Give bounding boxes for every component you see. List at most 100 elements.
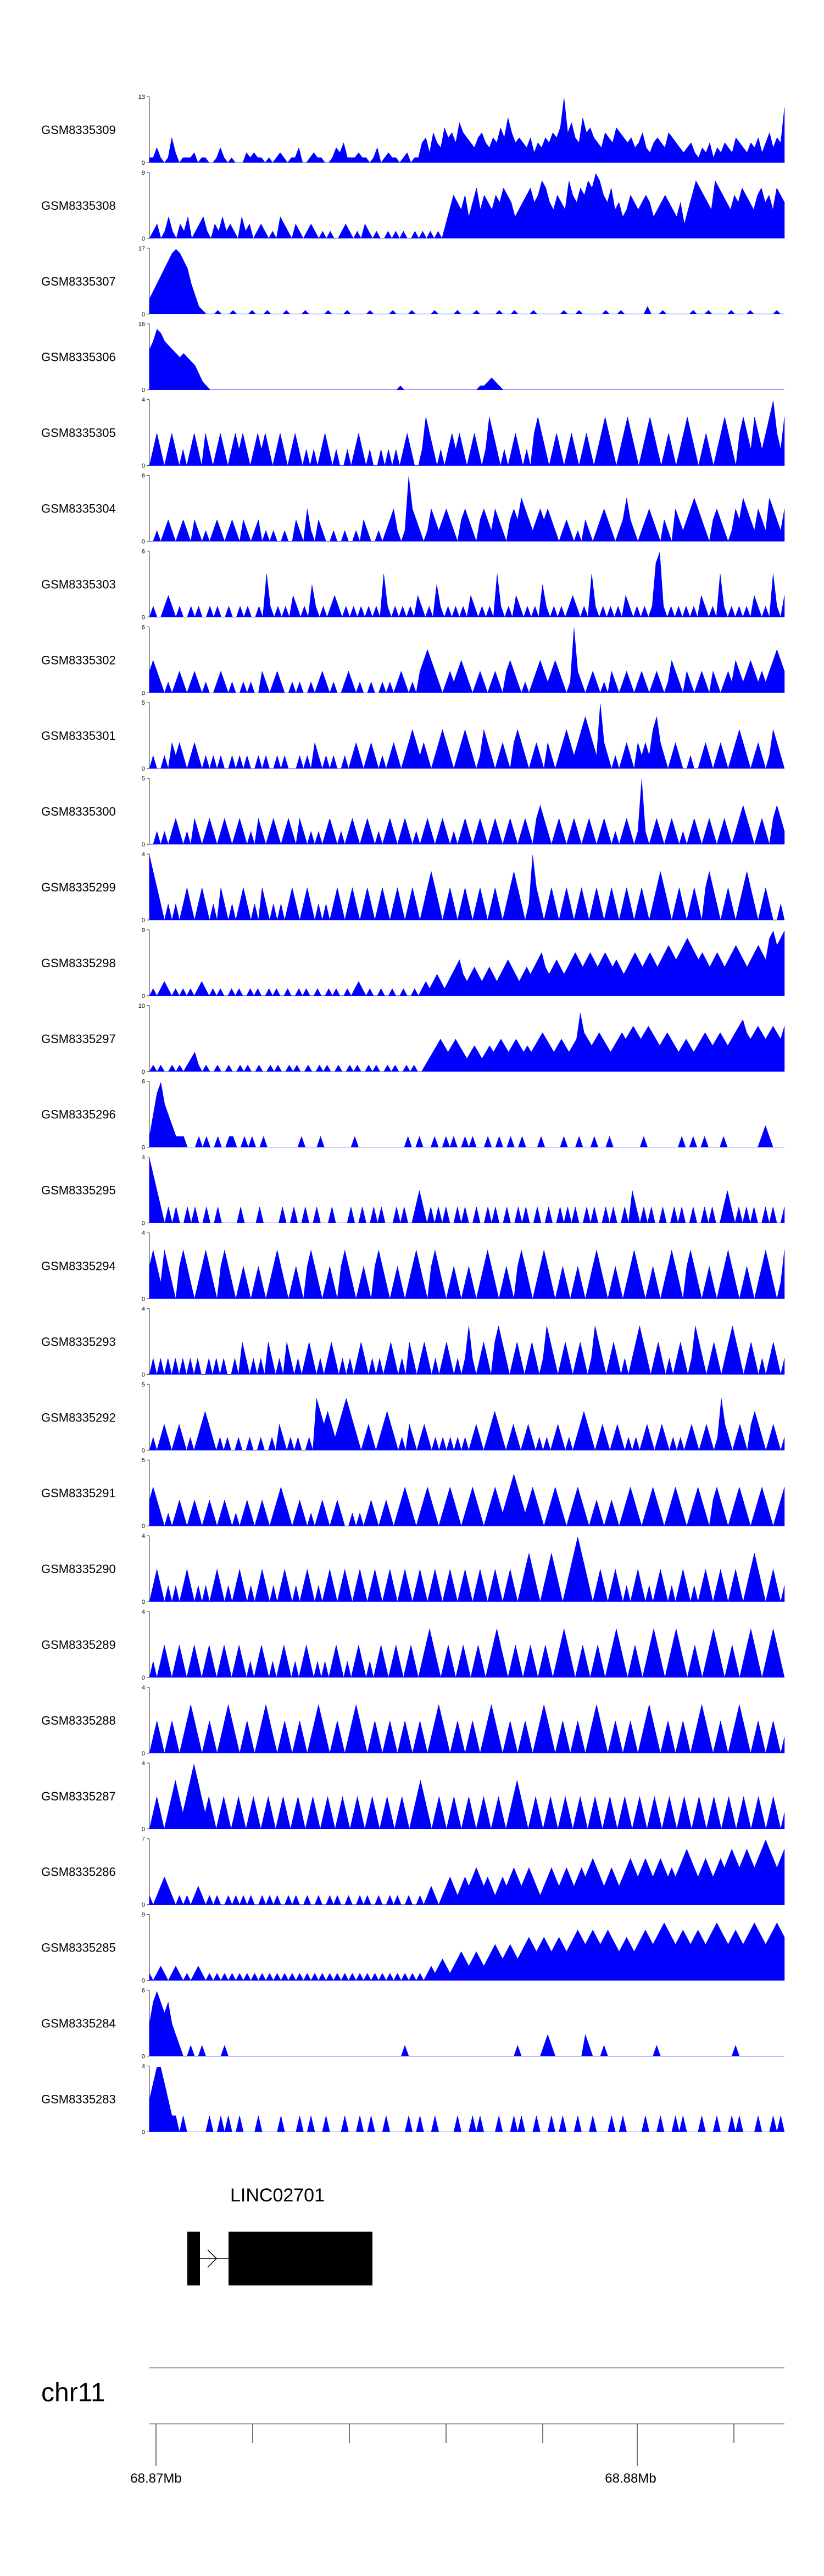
coverage-area <box>149 1629 785 1678</box>
track-label: GSM8335285 <box>41 1941 116 1955</box>
gene-label: LINC02701 <box>230 2185 325 2206</box>
coverage-area <box>149 1250 785 1299</box>
track-y-min-label: 0 <box>142 1220 145 1227</box>
track-y-max-label: 4 <box>142 1230 145 1237</box>
track-label: GSM8335298 <box>41 956 116 970</box>
track-GSM8335299: GSM8335299 4 0 <box>41 851 785 924</box>
coverage-area <box>149 628 785 694</box>
track-GSM8335293: GSM8335293 4 0 <box>41 1306 785 1378</box>
track-GSM8335292: GSM8335292 5 0 <box>41 1381 785 1454</box>
track-y-min-label: 0 <box>142 766 145 772</box>
track-GSM8335295: GSM8335295 4 0 <box>41 1155 785 1227</box>
track-y-min-label: 0 <box>142 160 145 166</box>
track-label: GSM8335297 <box>41 1032 116 1046</box>
track-label: GSM8335303 <box>41 577 116 591</box>
track-y-min-label: 0 <box>142 690 145 696</box>
coverage-area <box>149 476 785 542</box>
track-GSM8335308: GSM8335308 9 0 <box>41 170 785 242</box>
track-label: GSM8335295 <box>41 1184 116 1197</box>
track-label: GSM8335308 <box>41 199 116 213</box>
track-label: GSM8335306 <box>41 350 116 364</box>
track-y-max-label: 4 <box>142 2063 145 2070</box>
track-y-min-label: 0 <box>142 1826 145 1833</box>
track-GSM8335291: GSM8335291 5 0 <box>41 1457 785 1530</box>
track-label: GSM8335284 <box>41 2017 116 2031</box>
track-GSM8335294: GSM8335294 4 0 <box>41 1230 785 1303</box>
coverage-area <box>149 855 785 921</box>
gene-exon-2 <box>229 2232 372 2285</box>
track-y-min-label: 0 <box>142 1750 145 1757</box>
track-y-max-label: 5 <box>142 1381 145 1388</box>
track-GSM8335302: GSM8335302 6 0 <box>41 624 785 696</box>
ideogram-axis-track: chr11 68.87Mb 68.88Mb <box>41 2367 784 2486</box>
strand-arrow-icon <box>207 2249 218 2268</box>
track-y-min-label: 0 <box>142 993 145 1000</box>
track-label: GSM8335290 <box>41 1562 116 1576</box>
track-y-min-label: 0 <box>142 463 145 470</box>
track-label: GSM8335299 <box>41 880 116 894</box>
track-y-min-label: 0 <box>142 311 145 318</box>
track-GSM8335303: GSM8335303 6 0 <box>41 548 785 621</box>
track-y-max-label: 4 <box>142 1155 145 1161</box>
track-y-max-label: 6 <box>142 1988 145 1994</box>
track-label: GSM8335309 <box>41 123 116 137</box>
track-y-min-label: 0 <box>142 614 145 621</box>
track-y-min-label: 0 <box>142 1371 145 1378</box>
track-label: GSM8335300 <box>41 805 116 818</box>
track-y-max-label: 4 <box>142 1533 145 1540</box>
track-y-min-label: 0 <box>142 1523 145 1530</box>
track-label: GSM8335301 <box>41 729 116 743</box>
track-y-max-label: 13 <box>138 94 145 101</box>
track-label: GSM8335288 <box>41 1714 116 1727</box>
coverage-area <box>149 1839 785 1905</box>
track-y-max-label: 4 <box>142 1609 145 1615</box>
track-y-min-label: 0 <box>142 1599 145 1605</box>
track-GSM8335285: GSM8335285 9 0 <box>41 1912 785 1984</box>
track-GSM8335286: GSM8335286 7 0 <box>41 1836 785 1909</box>
track-y-max-label: 4 <box>142 1306 145 1312</box>
track-y-max-label: 6 <box>142 548 145 555</box>
coverage-area <box>149 173 785 239</box>
track-y-min-label: 0 <box>142 1902 145 1909</box>
coverage-area <box>149 1325 785 1375</box>
track-GSM8335298: GSM8335298 9 0 <box>41 927 785 1000</box>
track-y-max-label: 5 <box>142 1457 145 1464</box>
track-GSM8335283: GSM8335283 4 0 <box>41 2063 785 2135</box>
track-label: GSM8335292 <box>41 1410 116 1424</box>
chromosome-label: chr11 <box>41 2378 105 2407</box>
track-GSM8335301: GSM8335301 5 0 <box>41 700 785 772</box>
track-y-max-label: 4 <box>142 1760 145 1767</box>
track-label: GSM8335296 <box>41 1108 116 1122</box>
track-y-max-label: 6 <box>142 624 145 631</box>
track-y-min-label: 0 <box>142 1069 145 1075</box>
coverage-area <box>149 2067 785 2132</box>
track-y-min-label: 0 <box>142 387 145 394</box>
track-y-min-label: 0 <box>142 841 145 848</box>
track-y-min-label: 0 <box>142 2129 145 2135</box>
track-GSM8335284: GSM8335284 6 0 <box>41 1988 784 2060</box>
coverage-area <box>149 1397 785 1451</box>
track-GSM8335290: GSM8335290 4 0 <box>41 1533 785 1605</box>
track-label: GSM8335291 <box>41 1486 116 1500</box>
track-label: GSM8335305 <box>41 426 116 440</box>
coverage-area <box>149 1922 785 1981</box>
axis-tick-label-2: 68.88Mb <box>605 2471 656 2486</box>
track-GSM8335304: GSM8335304 6 0 <box>41 473 785 545</box>
track-y-min-label: 0 <box>142 1978 145 1984</box>
track-label: GSM8335294 <box>41 1259 116 1273</box>
coverage-area <box>149 249 784 315</box>
track-y-min-label: 0 <box>142 1296 145 1303</box>
coverage-area <box>149 779 785 845</box>
track-label: GSM8335293 <box>41 1335 116 1348</box>
coverage-area <box>149 1764 785 1830</box>
track-y-max-label: 6 <box>142 473 145 479</box>
track-y-min-label: 0 <box>142 2054 145 2060</box>
track-label: GSM8335287 <box>41 1789 116 1803</box>
track-y-min-label: 0 <box>142 1675 145 1681</box>
coverage-area <box>149 552 785 618</box>
track-y-max-label: 9 <box>142 170 145 176</box>
track-GSM8335300: GSM8335300 5 0 <box>41 776 785 848</box>
track-y-max-label: 17 <box>138 246 145 252</box>
track-y-max-label: 9 <box>142 927 145 934</box>
track-y-min-label: 0 <box>142 236 145 242</box>
